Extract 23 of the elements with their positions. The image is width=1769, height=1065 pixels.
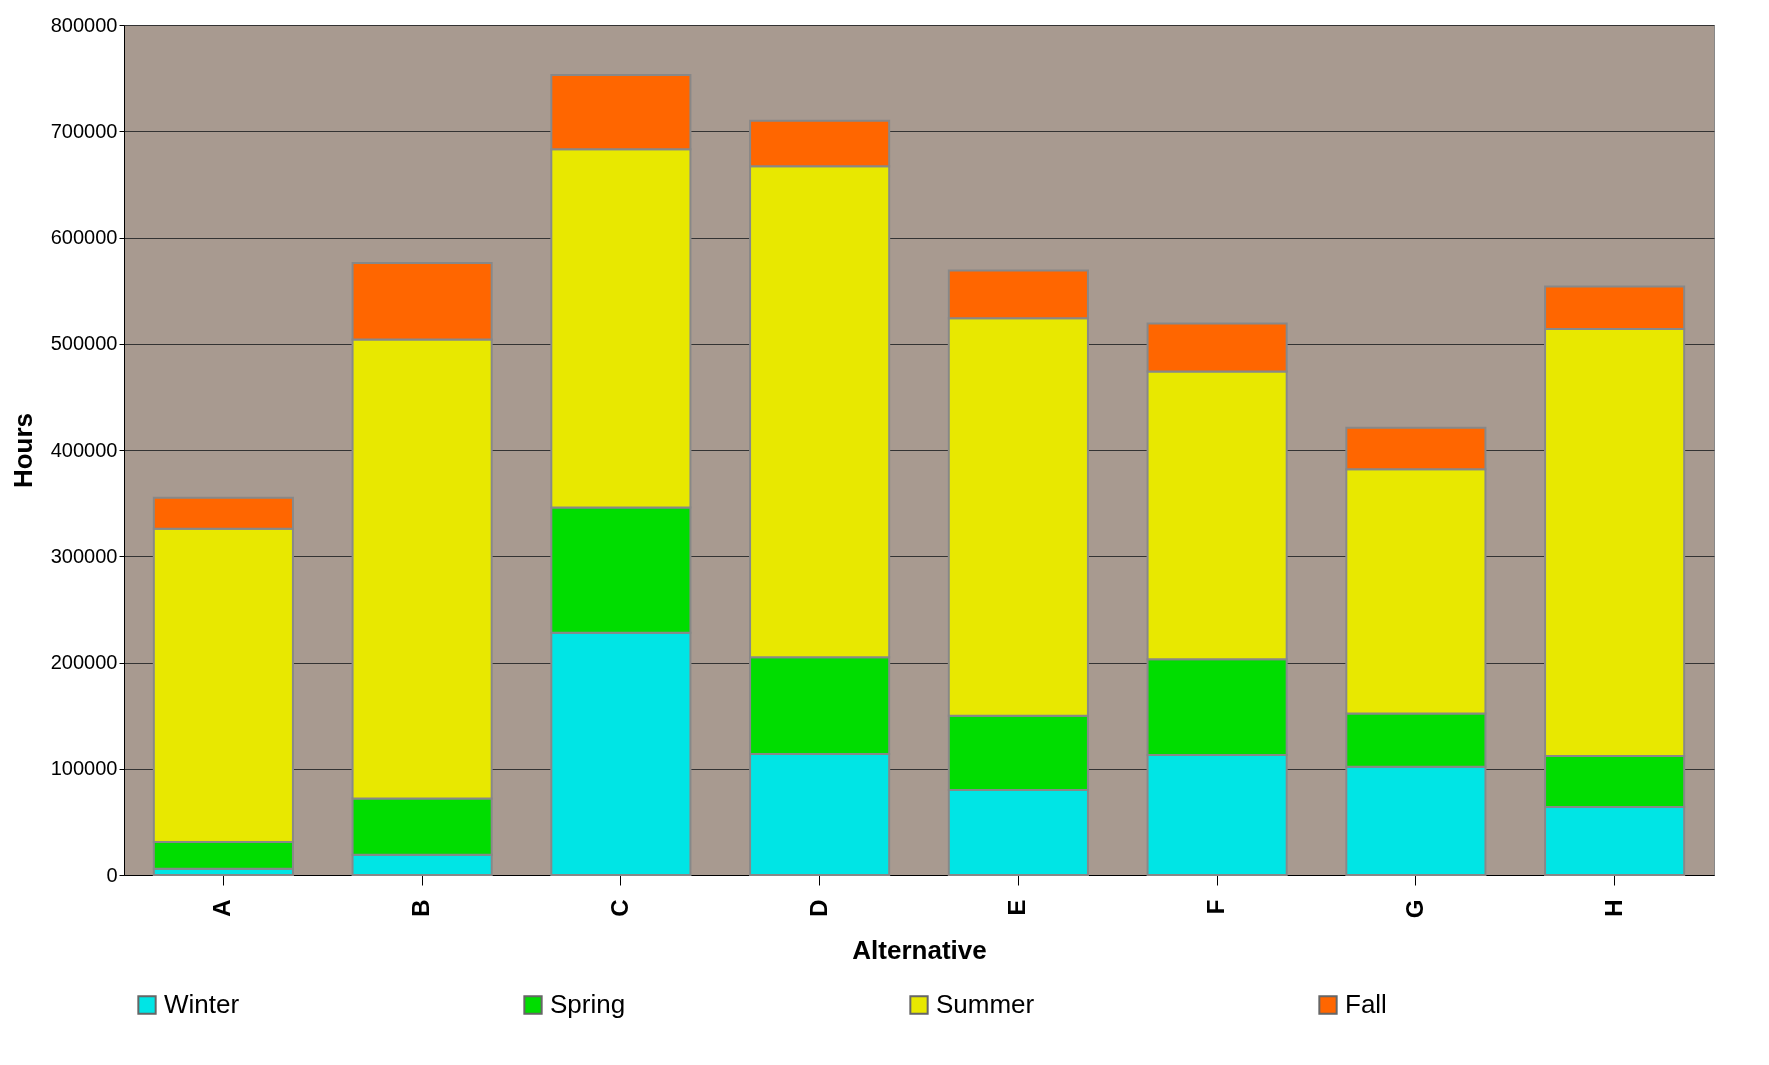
x-tick-label: D [804, 899, 832, 917]
legend-label: Spring [550, 989, 626, 1019]
x-tick-label: A [208, 899, 236, 917]
x-tick-label: G [1400, 899, 1428, 919]
y-tick-label: 200000 [50, 651, 118, 673]
legend-label: Fall [1345, 989, 1387, 1019]
y-tick-label: 700000 [50, 119, 118, 142]
y-axis-title: Hours [7, 412, 38, 489]
y-tick-label: 300000 [50, 544, 118, 567]
x-axis-title: Alternative [852, 935, 987, 966]
x-tick-label: F [1202, 899, 1230, 915]
legend-label: Summer [936, 989, 1035, 1019]
x-tick-label: H [1599, 899, 1627, 917]
x-tick-label: C [605, 899, 633, 917]
x-tick-label: B [407, 899, 435, 917]
y-tick-label: 100000 [50, 757, 118, 780]
y-tick-label: 800000 [50, 13, 118, 36]
legend-label: Winter [164, 989, 240, 1019]
y-tick-label: 600000 [50, 226, 118, 248]
y-tick-label: 500000 [50, 332, 118, 355]
y-tick-label: 0 [106, 863, 118, 886]
y-tick-label: 400000 [50, 438, 118, 461]
x-tick-label: E [1003, 899, 1031, 916]
